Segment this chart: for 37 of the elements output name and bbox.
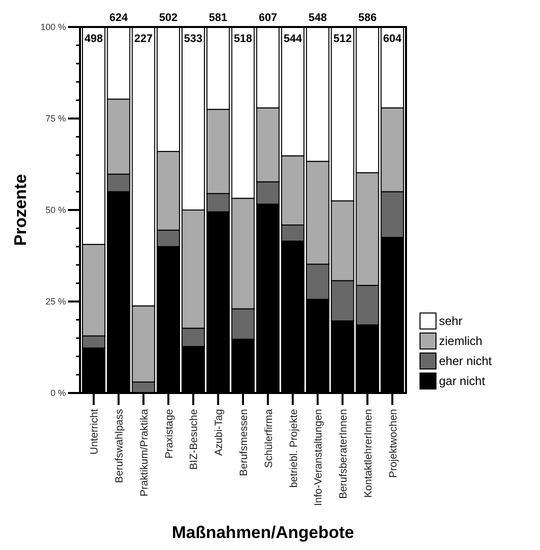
- legend-label: ziemlich: [439, 334, 482, 348]
- annotation: 518: [234, 33, 252, 45]
- x-tick-label: Projektwochen: [387, 408, 400, 478]
- x-tick-label: BerufsberaterInnen: [338, 408, 350, 499]
- annotation: 624: [109, 12, 129, 24]
- y-tick-label: 50 %: [45, 205, 66, 216]
- annotation: 604: [383, 33, 402, 45]
- x-tick-label: Schülerfirma: [262, 408, 275, 468]
- x-tick-label: Azubi-Tag: [213, 408, 226, 456]
- x-tick-label: Unterricht: [88, 408, 101, 455]
- annotation: 498: [84, 33, 103, 45]
- annotation: 512: [333, 33, 352, 45]
- annotation: 544: [284, 33, 303, 45]
- annotation: 502: [159, 12, 178, 24]
- y-tick-label: 0 %: [50, 388, 66, 398]
- x-tick-label: Berufsmessen: [238, 408, 250, 476]
- y-axis-title: Prozente: [11, 174, 30, 246]
- x-tick-label: BIZ-Besuche: [188, 408, 200, 470]
- legend-label: sehr: [439, 314, 462, 328]
- annotation: 607: [258, 12, 278, 24]
- x-tick-label: Praktikum/Praktika: [138, 408, 150, 497]
- legend-label: gar nicht: [439, 374, 486, 388]
- annotation: 586: [358, 12, 377, 24]
- x-tick-label: betriebl. Projekte: [288, 408, 300, 488]
- legend-label: eher nicht: [439, 354, 492, 368]
- y-tick-label: 75 %: [45, 114, 66, 124]
- y-tick-label: 100 %: [40, 22, 66, 32]
- y-tick-label: 25 %: [45, 296, 66, 307]
- x-axis-title: Maßnahmen/Angebote: [172, 523, 354, 542]
- annotation: 533: [184, 33, 202, 45]
- annotation: 548: [308, 12, 327, 24]
- x-tick-label: Berufswahlpass: [114, 409, 126, 484]
- annotation: 581: [208, 12, 228, 24]
- annotation: 227: [134, 33, 153, 45]
- x-tick-label: KontaktlehrerInnen: [362, 408, 374, 498]
- x-tick-label: Praxistage: [163, 408, 176, 459]
- x-tick-label: Info-Veranstaltungen: [312, 408, 325, 506]
